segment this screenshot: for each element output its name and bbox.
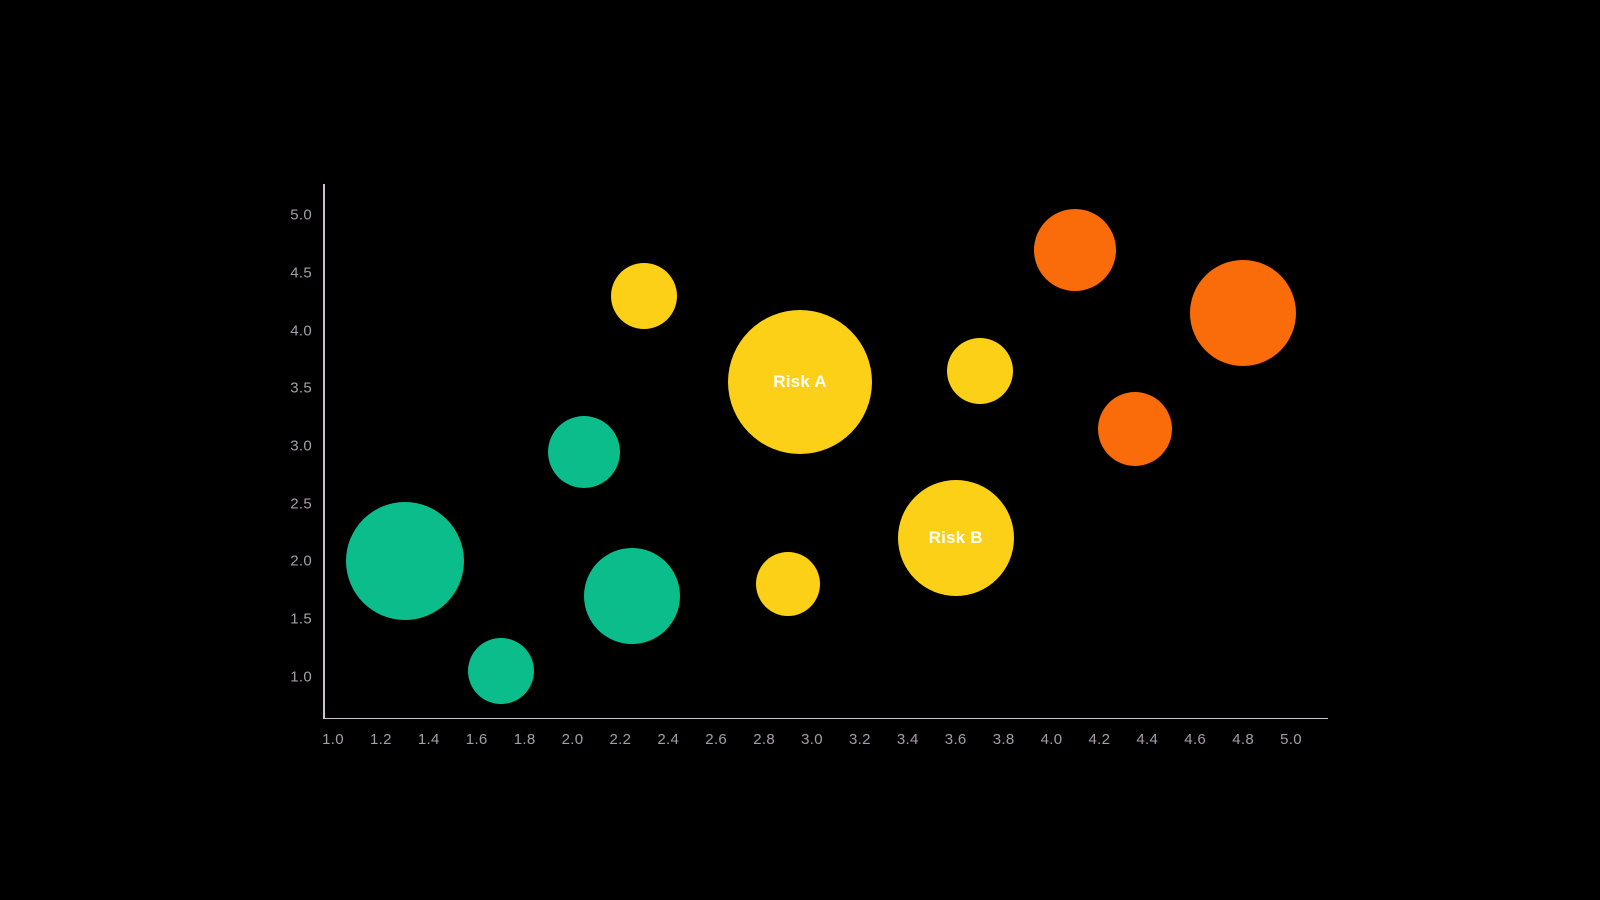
bubble-risk-b[interactable]: Risk B [897, 480, 1014, 597]
bubble-green-0[interactable] [345, 502, 464, 621]
y-tick-label-2.5: 2.5 [290, 495, 312, 513]
y-tick-label-1.0: 1.0 [290, 668, 312, 685]
x-tick-label-2.0: 2.0 [561, 731, 584, 748]
x-tick-label-1.2: 1.2 [370, 731, 392, 748]
x-tick-label-4.8: 4.8 [1232, 731, 1254, 748]
bubble-orange-1[interactable] [1098, 391, 1173, 466]
bubble-yellow-4[interactable] [946, 337, 1013, 404]
y-tick-label-2.0: 2.0 [290, 552, 312, 570]
x-tick-label-3.6: 3.6 [944, 731, 967, 748]
y-axis-line [323, 184, 325, 719]
y-tick-label-3.0: 3.0 [290, 437, 312, 455]
x-axis-line [323, 717, 1328, 719]
x-tick-label-3.0: 3.0 [801, 731, 823, 748]
bubble-label: Risk A [773, 372, 827, 392]
x-tick-label-4.4: 4.4 [1136, 731, 1159, 748]
x-tick-label-3.2: 3.2 [849, 731, 871, 748]
bubble-yellow-2[interactable] [756, 552, 821, 617]
x-tick-label-4.0: 4.0 [1040, 731, 1063, 748]
y-tick-label-4.0: 4.0 [290, 322, 312, 340]
bubble-yellow-0[interactable] [611, 263, 678, 329]
x-tick-label-1.6: 1.6 [465, 731, 488, 748]
x-tick-label-3.4: 3.4 [896, 731, 919, 748]
x-tick-label-3.8: 3.8 [992, 731, 1015, 748]
y-tick-label-4.5: 4.5 [290, 264, 312, 282]
x-tick-label-4.6: 4.6 [1184, 731, 1207, 748]
bubble-orange-0[interactable] [1034, 208, 1117, 291]
bubble-label: Risk B [928, 528, 983, 548]
x-tick-label-1.8: 1.8 [513, 731, 536, 748]
bubble-green-2[interactable] [548, 415, 621, 488]
y-tick-label-5.0: 5.0 [290, 206, 312, 224]
bubble-green-1[interactable] [467, 637, 534, 704]
x-tick-label-2.8: 2.8 [753, 731, 775, 748]
x-tick-label-1.0: 1.0 [322, 731, 344, 748]
x-tick-label-2.2: 2.2 [609, 731, 632, 748]
x-tick-label-5.0: 5.0 [1280, 731, 1302, 748]
x-tick-label-4.2: 4.2 [1088, 731, 1111, 748]
x-tick-label-2.4: 2.4 [657, 731, 680, 748]
y-tick-label-1.5: 1.5 [290, 610, 312, 628]
bubble-orange-2[interactable] [1190, 260, 1297, 367]
bubble-risk-a[interactable]: Risk A [728, 310, 873, 455]
x-tick-label-1.4: 1.4 [417, 731, 440, 748]
x-tick-label-2.6: 2.6 [705, 731, 728, 748]
bubble-green-3[interactable] [584, 547, 681, 644]
y-tick-label-3.5: 3.5 [290, 379, 312, 397]
